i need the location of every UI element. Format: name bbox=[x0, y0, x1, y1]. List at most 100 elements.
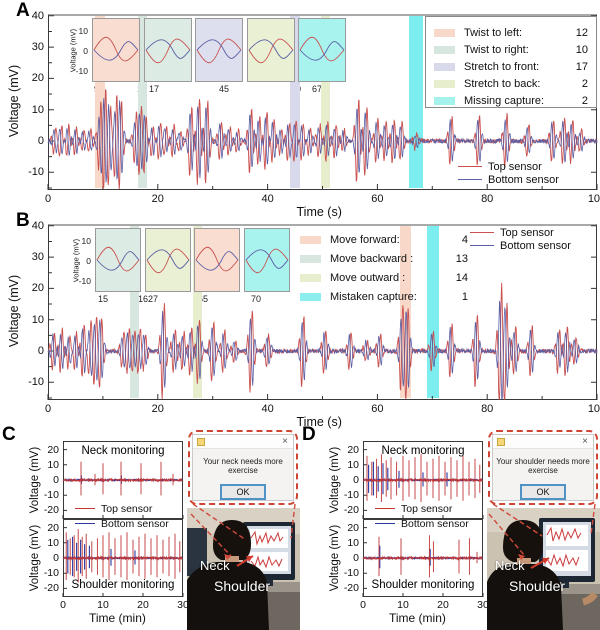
legend-line bbox=[375, 523, 395, 524]
trace-top-sensor bbox=[47, 282, 598, 400]
alert-dialog-c: × Your neck needs more exercise OK bbox=[192, 434, 294, 501]
legend-swatch bbox=[434, 45, 455, 54]
y-tick-label: 10 bbox=[347, 458, 359, 471]
legend-count: 13 bbox=[455, 252, 468, 265]
legend-swatch bbox=[300, 235, 321, 244]
trace-spikes_blue bbox=[63, 536, 184, 577]
legend-label: Missing capture: bbox=[464, 94, 545, 107]
screen-waveform-top bbox=[546, 526, 582, 542]
panel-label-a: A bbox=[16, 0, 30, 21]
inset-x-tick-label: 67 bbox=[312, 84, 323, 94]
legend-line bbox=[458, 179, 482, 180]
person-arm bbox=[582, 591, 598, 606]
inset-wave bbox=[299, 36, 345, 62]
event-band bbox=[290, 16, 300, 188]
x-tick-label: 60 bbox=[371, 193, 384, 205]
alert-app-icon bbox=[197, 438, 205, 446]
y-tick-label: 20 bbox=[347, 443, 359, 456]
x-tick-label: 0 bbox=[360, 599, 366, 611]
alert-titlebar: × bbox=[493, 435, 593, 449]
events-legend-row: Missing capture: 2 bbox=[434, 92, 588, 109]
inset-x-tick-label: 15 bbox=[98, 294, 109, 304]
legend-swatch bbox=[300, 292, 321, 301]
legend-swatch bbox=[434, 62, 455, 71]
inset-trace-bottom bbox=[196, 39, 242, 59]
events-legend-row: Twist to right: 10 bbox=[434, 41, 588, 58]
callout-arrowhead-neck bbox=[224, 554, 231, 560]
photo-label-neck: Neck bbox=[200, 558, 230, 573]
y-tick-label: 0 bbox=[53, 552, 59, 564]
event-band bbox=[129, 226, 139, 398]
x-tick-label: 0 bbox=[44, 403, 52, 415]
ok-button[interactable]: OK bbox=[520, 484, 566, 500]
inset-y-tick-label: 0 bbox=[86, 256, 91, 266]
legend-label: Move forward: bbox=[330, 233, 400, 246]
trace-spikes_red bbox=[362, 535, 483, 578]
inset-trace-bottom bbox=[299, 41, 345, 61]
legend-label: Bottom sensor bbox=[401, 517, 469, 530]
legend-label: Top sensor bbox=[101, 502, 153, 515]
legend-count: 2 bbox=[581, 77, 588, 90]
plot-title: Shoulder monitoring bbox=[371, 579, 475, 591]
signal-c_neck bbox=[62, 449, 184, 519]
legend-label: Bottom sensor bbox=[488, 173, 559, 186]
sensor-legend-b: Top sensor Bottom sensor bbox=[470, 226, 571, 252]
inset-wave bbox=[248, 38, 293, 64]
photo-scene-c bbox=[187, 508, 300, 630]
events-legend-row: Move forward: 4 bbox=[300, 230, 468, 249]
plot-title: Neck monitoring bbox=[81, 445, 165, 457]
legend-label: Top sensor bbox=[488, 160, 542, 173]
inset-trace-bottom bbox=[146, 249, 189, 269]
x-tick-label: 40 bbox=[261, 403, 274, 415]
inset-wave bbox=[195, 246, 239, 272]
y-tick-label: 40 bbox=[31, 219, 44, 232]
inset-wave bbox=[146, 248, 189, 274]
y-tick-label: -20 bbox=[343, 504, 359, 517]
sensor-legend-d: Top sensor Bottom sensor bbox=[375, 501, 469, 531]
event-band bbox=[320, 16, 330, 188]
legend-line bbox=[470, 232, 494, 233]
inset-y-tick-label: 10 bbox=[78, 26, 88, 36]
ok-button[interactable]: OK bbox=[220, 484, 266, 500]
close-icon[interactable]: × bbox=[582, 436, 588, 447]
x-tick-label: 100 bbox=[587, 403, 600, 415]
axis-ticks bbox=[362, 527, 484, 597]
x-tick-label: 0 bbox=[60, 599, 66, 611]
alert-app-icon bbox=[497, 438, 505, 446]
event-band bbox=[95, 16, 105, 188]
x-tick-label: 40 bbox=[261, 193, 274, 205]
inset-trace-top bbox=[196, 38, 242, 64]
arrowhead-screen bbox=[542, 558, 549, 564]
y-tick-label: 20 bbox=[31, 282, 44, 295]
inset-wave bbox=[96, 246, 140, 272]
sensor-legend-row: Top sensor bbox=[75, 501, 169, 516]
close-icon[interactable]: × bbox=[282, 436, 288, 447]
sensor-legend-row: Bottom sensor bbox=[375, 516, 469, 531]
plot-title: Neck monitoring bbox=[381, 445, 465, 457]
x-tick-label: 20 bbox=[437, 599, 449, 611]
y-tick-label: 0 bbox=[353, 474, 359, 486]
inset-trace-top bbox=[96, 246, 140, 272]
x-tick-label: 0 bbox=[44, 193, 52, 205]
legend-label: Top sensor bbox=[500, 226, 554, 239]
y-tick-label: -20 bbox=[343, 582, 359, 595]
event-band bbox=[137, 16, 148, 188]
inset-wave bbox=[245, 248, 288, 274]
event-band bbox=[408, 16, 423, 188]
alert-callout-c: × Your neck needs more exercise OK bbox=[188, 430, 298, 505]
x-axis-label: Time (min) bbox=[89, 611, 146, 625]
trace-bottom-sensor bbox=[47, 300, 598, 400]
trace-spikes_red bbox=[362, 454, 483, 502]
inset-y-tick-label: 0 bbox=[83, 46, 88, 56]
sensor-legend-a: Top sensor Bottom sensor bbox=[458, 160, 559, 186]
inset-x-tick-label: 27 bbox=[148, 294, 159, 304]
legend-label: Twist to right: bbox=[464, 43, 529, 56]
person-neck bbox=[225, 556, 239, 566]
inset-x-tick-label: 17 bbox=[149, 84, 160, 94]
legend-count: 17 bbox=[575, 60, 588, 73]
screen-chart-bottom bbox=[250, 552, 288, 571]
inset-wave bbox=[196, 38, 242, 64]
trace-top-sensor bbox=[47, 89, 598, 190]
inset-trace-bottom bbox=[93, 41, 139, 61]
x-tick-label: 100 bbox=[587, 193, 600, 205]
